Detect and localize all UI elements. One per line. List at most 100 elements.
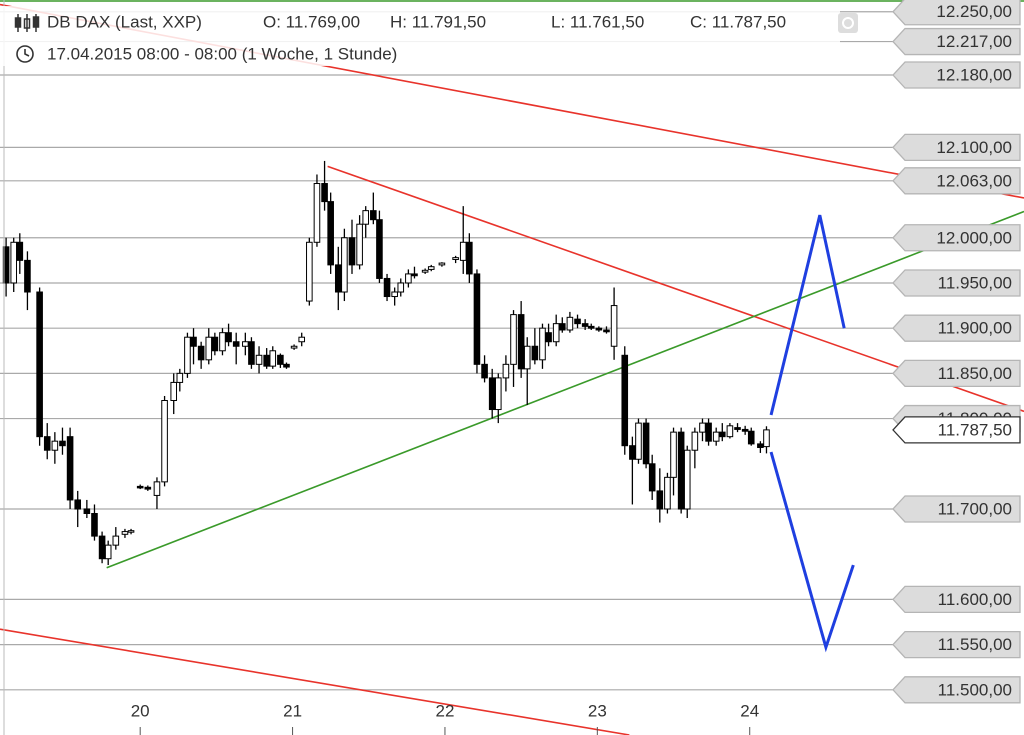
last-price-label-box [892,416,1021,444]
candle-body [219,332,226,352]
candle-body [255,354,263,365]
candle-body [510,314,517,365]
y-tick-label: 11.550,00 [938,635,1012,654]
candle-body [170,381,178,401]
y-tick-label: 12.180,00 [936,66,1012,85]
candle-body [269,350,277,367]
y-tick-label: 11.500,00 [938,680,1012,699]
y-tick-label: 11.850,00 [938,364,1012,383]
candle-body [391,291,398,298]
candle-body [341,237,348,293]
trend-line [769,214,846,416]
price-labels: 12.250,00 12.217,00 12.180,00 12.100,00 12.0… [892,0,1021,704]
y-tick-label-box [892,27,1021,56]
candle-body [190,336,197,347]
candle-body [670,431,677,478]
candle-body [466,241,473,275]
candle-body [10,241,18,284]
y-tick-label: 12.217,00 [936,32,1012,51]
candle-body [397,282,405,293]
candle-body [321,183,328,203]
candle-body [211,336,219,352]
candle-body [517,314,525,370]
candle-body [427,266,435,270]
candle-body [691,431,699,451]
candle-body [104,544,112,560]
y-tick-label-box [892,495,1021,523]
candle-body [405,273,412,284]
y-tick-label: 11.700,00 [938,499,1012,518]
y-tick-label-box [892,61,1021,89]
candle-body [734,427,741,430]
x-axis: 20 21 22 23 24 [131,701,759,735]
candle-body [642,422,650,465]
x-tick-label: 24 [740,701,759,720]
candle-body [51,440,59,451]
y-tick-label: 12.250,00 [936,2,1012,21]
y-tick-label: 11.900,00 [938,319,1012,338]
chart-title: DB DAX (Last, XXP) [47,12,202,31]
candle-body [232,341,240,347]
candle-body [552,323,560,343]
candle-body [306,241,313,302]
candle-body [438,262,446,266]
settings-icon[interactable] [838,13,858,33]
candle-body [24,259,31,293]
candle-body [376,219,383,279]
candle-body [621,354,629,447]
y-tick-label: 11.950,00 [938,273,1012,292]
candle-body [545,332,552,343]
candle-body [747,430,755,445]
candle-body [699,422,706,433]
low-label: L: 11.761,50 [551,12,644,31]
candle-body [242,341,249,347]
y-tick-label-box [892,314,1021,342]
chart-subtitle: 17.04.2015 08:00 - 08:00 (1 Woche, 1 Stu… [47,44,397,63]
candle-body [411,273,418,277]
candle-body [74,499,82,510]
candle-body [225,332,232,343]
candle-body [197,345,205,361]
candle-body [153,481,161,496]
candle-body [712,431,720,442]
y-tick-label-box [892,0,1021,26]
candle-body [587,325,595,329]
candle-body [144,486,152,490]
y-tick-label: 12.100,00 [936,138,1012,157]
y-tick-label: 11.600,00 [938,590,1012,609]
candle-body [473,273,481,365]
candle-body [59,440,66,447]
candle-body [98,535,106,560]
candle-body [136,485,144,489]
candle-body [161,399,168,483]
candle-body [558,323,566,331]
candle-body [298,336,306,343]
candle-body [362,210,370,225]
candle-body [635,422,642,460]
candle-body [502,363,510,379]
y-tick-label: 12.000,00 [936,228,1012,247]
candle-body [603,329,610,333]
candle-body [43,436,51,451]
candle-body [757,443,764,449]
trend-line [0,628,630,735]
candle-body [452,257,459,260]
candle-body [383,277,391,298]
candle-body [523,345,531,370]
candle-body [313,183,321,243]
candle-body [459,241,467,261]
candle-body [648,463,656,492]
candle-body [91,513,98,537]
candle-icon [14,14,40,32]
clock-icon [16,45,34,63]
candles [2,160,770,566]
candle-body [574,318,581,325]
y-tick-label-box [892,269,1021,297]
y-tick-label-box [892,167,1021,195]
candle-body [356,223,363,266]
candle-body [121,531,129,535]
candle-body [2,246,10,284]
candle-body [531,345,539,361]
high-label: H: 11.791,50 [390,12,486,31]
candle-body [705,422,712,442]
